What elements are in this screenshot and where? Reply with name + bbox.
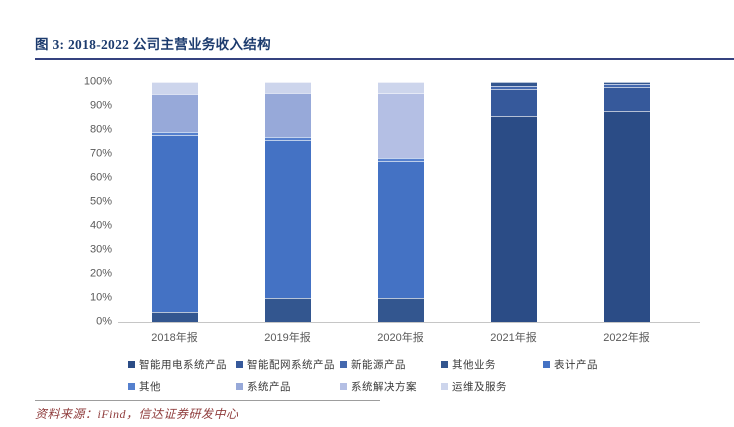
bar-segment xyxy=(377,92,424,158)
figure-title: 图 3: 2018-2022 公司主营业务收入结构 xyxy=(35,37,271,52)
bar-segment xyxy=(377,82,424,93)
x-tick-label: 2021年报 xyxy=(490,332,537,344)
bar-segment xyxy=(603,110,650,322)
legend-label: 其他业务 xyxy=(452,360,496,371)
legend-swatch-icon xyxy=(236,383,243,390)
legend-label: 其他 xyxy=(139,382,161,393)
bar-segment xyxy=(490,89,537,116)
legend-label: 运维及服务 xyxy=(452,382,507,393)
legend-label: 系统解决方案 xyxy=(351,382,417,393)
x-tick-label: 2018年报 xyxy=(151,332,198,344)
y-tick-label: 90% xyxy=(89,99,112,112)
bar-segment xyxy=(264,92,311,138)
x-tick-label: 2020年报 xyxy=(377,332,424,344)
bar-segment xyxy=(377,298,424,322)
legend-swatch-icon xyxy=(441,361,448,368)
legend-label: 系统产品 xyxy=(247,382,291,393)
source-footer: 资料来源：iFind，信达证券研发中心 xyxy=(35,400,380,423)
x-tick-label: 2019年报 xyxy=(264,332,311,344)
bar-segment xyxy=(490,82,537,86)
y-tick-label: 100% xyxy=(83,75,112,88)
y-tick-label: 0% xyxy=(96,315,112,328)
y-tick-label: 10% xyxy=(89,291,112,304)
legend-swatch-icon xyxy=(340,361,347,368)
stacked-bar-chart: 0% 10% 20% 30% 40% 50% 60% 70% 80% 90% 100% 2018年报… xyxy=(58,76,700,345)
legend-item: 运维及服务 xyxy=(441,379,543,394)
legend-item: 表计产品 xyxy=(543,357,688,372)
legend-label: 智能用电系统产品 xyxy=(139,360,227,371)
stacked-bar xyxy=(151,82,198,322)
bar-segment xyxy=(151,94,198,133)
bars-row xyxy=(118,82,683,322)
bar-segment xyxy=(603,82,650,85)
x-axis: 2018年报 2019年报 2020年报 2021年报 2022年报 xyxy=(118,329,683,345)
y-tick-label: 60% xyxy=(89,171,112,184)
x-tick-label: 2022年报 xyxy=(603,332,650,344)
legend-item: 其他 xyxy=(128,379,236,394)
y-tick-label: 30% xyxy=(89,243,112,256)
source-text: 资料来源：iFind，信达证券研发中心 xyxy=(35,407,239,421)
y-tick-label: 50% xyxy=(89,195,112,208)
bar-segment xyxy=(490,85,537,90)
stacked-bar xyxy=(377,82,424,322)
y-axis: 0% 10% 20% 30% 40% 50% 60% 70% 80% 90% 100% xyxy=(58,76,112,327)
bar-segment xyxy=(264,137,311,140)
bar-segment xyxy=(264,82,311,93)
legend-swatch-icon xyxy=(236,361,243,368)
title-underline xyxy=(35,58,734,60)
legend-item: 智能用电系统产品 xyxy=(128,357,236,372)
bar-segment xyxy=(377,157,424,162)
bar-segment xyxy=(264,139,311,298)
y-tick-label: 20% xyxy=(89,267,112,280)
legend-item: 智能配网系统产品 xyxy=(236,357,340,372)
bar-segment xyxy=(151,134,198,313)
bar-segment xyxy=(490,115,537,322)
legend-item: 新能源产品 xyxy=(340,357,441,372)
bar-segment xyxy=(151,312,198,322)
legend-swatch-icon xyxy=(128,383,135,390)
legend-item: 其他业务 xyxy=(441,357,543,372)
bar-column xyxy=(231,82,344,322)
legend-swatch-icon xyxy=(543,361,550,368)
bar-segment xyxy=(377,161,424,298)
legend-swatch-icon xyxy=(340,383,347,390)
legend-label: 智能配网系统产品 xyxy=(247,360,335,371)
legend-swatch-icon xyxy=(441,383,448,390)
stacked-bar xyxy=(603,82,650,322)
legend: 智能用电系统产品 智能配网系统产品 新能源产品 其他业务 表计产品其他 系统产品 系统解决方… xyxy=(128,357,688,394)
stacked-bar xyxy=(264,82,311,322)
plot-area xyxy=(118,82,700,323)
legend-swatch-icon xyxy=(128,361,135,368)
stacked-bar xyxy=(490,82,537,322)
y-tick-label: 80% xyxy=(89,123,112,136)
bar-segment xyxy=(603,84,650,87)
y-tick-label: 70% xyxy=(89,147,112,160)
y-tick-label: 40% xyxy=(89,219,112,232)
bar-segment xyxy=(264,298,311,322)
bar-column xyxy=(118,82,231,322)
bar-column xyxy=(344,82,457,322)
bar-column xyxy=(457,82,570,322)
legend-item: 系统产品 xyxy=(236,379,340,394)
bar-segment xyxy=(151,82,198,95)
bar-segment xyxy=(603,86,650,111)
bar-segment xyxy=(151,132,198,135)
legend-label: 表计产品 xyxy=(554,360,598,371)
bar-column xyxy=(570,82,683,322)
legend-item: 系统解决方案 xyxy=(340,379,441,394)
legend-label: 新能源产品 xyxy=(351,360,406,371)
